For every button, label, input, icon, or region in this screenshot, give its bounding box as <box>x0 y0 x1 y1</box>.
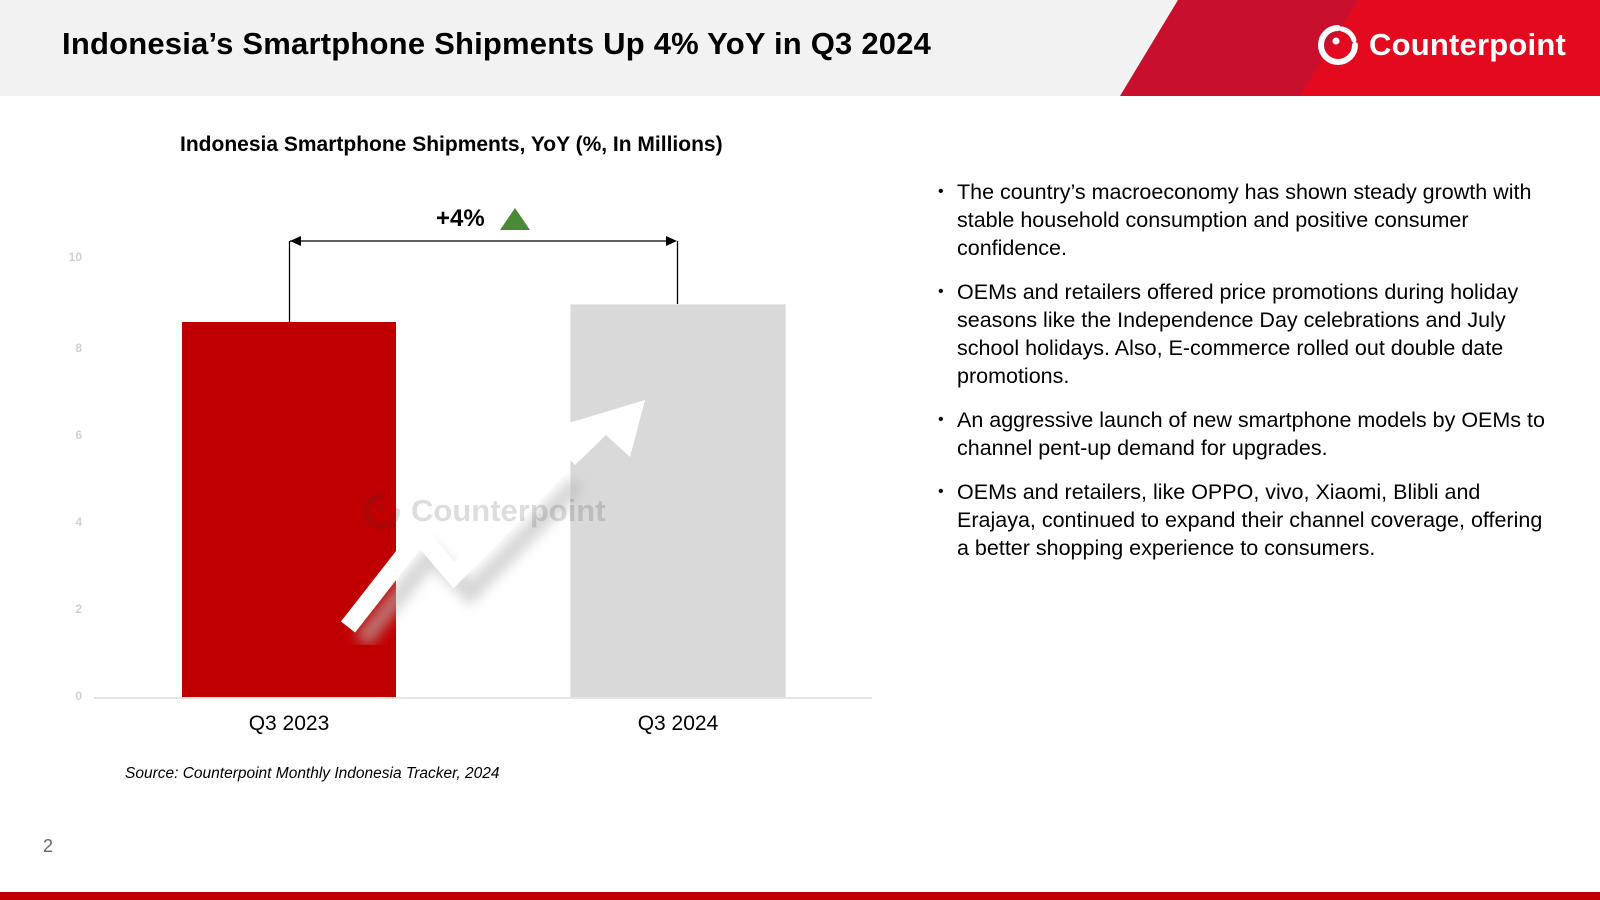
bullet-icon: • <box>938 183 944 200</box>
slide-header: Indonesia’s Smartphone Shipments Up 4% Y… <box>0 0 1600 96</box>
brand-name: Counterpoint <box>1369 27 1566 62</box>
source-note: Source: Counterpoint Monthly Indonesia T… <box>125 765 500 782</box>
brand-band <box>1120 0 1600 96</box>
growth-arrow-icon <box>340 400 645 645</box>
watermark: Counterpoint <box>363 492 606 530</box>
y-tick: 6 <box>75 428 82 442</box>
x-label-q3-2023: Q3 2023 <box>248 712 330 735</box>
chart-title: Indonesia Smartphone Shipments, YoY (%, … <box>180 133 723 156</box>
bullet-item: • The country’s macroeconomy has shown s… <box>938 178 1558 262</box>
x-label-q3-2024: Q3 2024 <box>637 712 719 735</box>
bullet-icon: • <box>938 411 944 428</box>
bullet-icon: • <box>938 283 944 300</box>
y-tick: 2 <box>75 602 82 616</box>
bullet-item: • OEMs and retailers offered price promo… <box>938 278 1558 390</box>
y-tick: 8 <box>75 341 82 355</box>
bullet-icon: • <box>938 483 944 500</box>
bullet-text: The country’s macroeconomy has shown ste… <box>957 180 1532 260</box>
bullet-text: OEMs and retailers, like OPPO, vivo, Xia… <box>957 480 1543 560</box>
bullet-item: • An aggressive launch of new smartphone… <box>938 406 1558 462</box>
x-axis-line <box>94 697 872 699</box>
counterpoint-logo-icon <box>1318 25 1359 65</box>
page-number: 2 <box>43 836 54 856</box>
y-tick: 4 <box>75 515 82 529</box>
y-tick: 10 <box>68 250 82 264</box>
triangle-up-icon <box>500 208 530 230</box>
yoy-bracket <box>288 236 679 322</box>
counterpoint-logo: Counterpoint <box>1317 24 1566 66</box>
slide-title: Indonesia’s Smartphone Shipments Up 4% Y… <box>62 26 932 61</box>
bullet-text: OEMs and retailers offered price promoti… <box>957 280 1519 388</box>
bar-chart: 0 2 4 6 8 10 Counterpoint +4% Q3 2 <box>68 205 872 782</box>
watermark-logo-icon <box>363 492 401 530</box>
key-points-list: • The country’s macroeconomy has shown s… <box>938 178 1558 578</box>
yoy-change-label: +4% <box>436 205 485 232</box>
bullet-text: An aggressive launch of new smartphone m… <box>957 408 1545 460</box>
y-tick: 0 <box>75 689 82 703</box>
footer-bar <box>0 892 1600 900</box>
watermark-text: Counterpoint <box>411 493 606 528</box>
bullet-item: • OEMs and retailers, like OPPO, vivo, X… <box>938 478 1558 562</box>
